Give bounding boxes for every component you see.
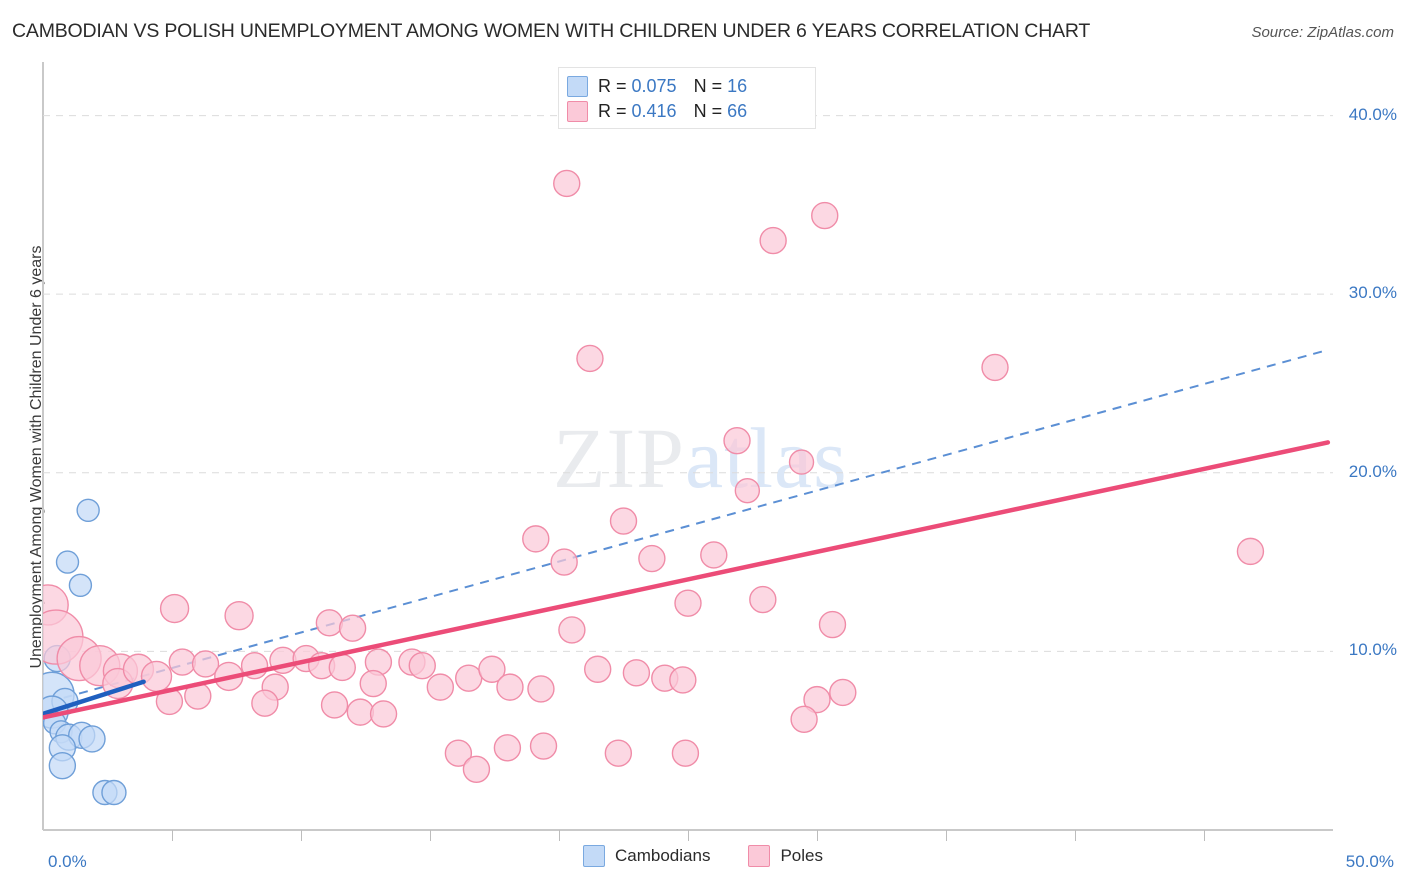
data-point-poles[interactable] [369, 700, 398, 728]
data-point-cambodians[interactable] [48, 752, 77, 780]
data-point-poles[interactable] [550, 548, 578, 576]
data-point-poles[interactable] [553, 169, 581, 198]
data-point-poles[interactable] [159, 593, 190, 624]
x-axis-tick [559, 830, 560, 841]
data-point-poles[interactable] [788, 449, 815, 475]
data-point-poles[interactable] [790, 705, 818, 733]
data-point-cambodians[interactable] [101, 779, 127, 806]
legend-swatch-cambodians [567, 75, 588, 97]
trendline-poles [43, 440, 1331, 720]
data-point-poles[interactable] [671, 739, 700, 767]
plot-area [43, 62, 1333, 830]
x-axis-tick [172, 830, 173, 841]
data-point-poles[interactable] [669, 666, 697, 694]
data-point-poles[interactable] [338, 614, 367, 642]
x-axis-tick [1075, 830, 1076, 841]
data-point-poles[interactable] [558, 616, 586, 644]
trendline-cambodians [43, 679, 146, 717]
r-label-poles: R = [598, 100, 627, 121]
data-point-poles[interactable] [168, 648, 197, 676]
data-point-poles[interactable] [359, 669, 387, 698]
data-point-poles[interactable] [320, 691, 349, 719]
legend-row-cambodians: R = 0.075 N = 16 [567, 73, 747, 99]
y-tick-label: 20.0% [1348, 461, 1397, 481]
x-axis-tick [301, 830, 302, 841]
r-value-cambodians: 0.075 [631, 75, 677, 96]
data-point-poles[interactable] [700, 541, 728, 569]
data-point-poles[interactable] [674, 589, 702, 617]
data-point-poles[interactable] [811, 201, 839, 230]
legend-swatch-poles [567, 100, 588, 122]
data-point-poles[interactable] [408, 651, 436, 680]
x-axis-tick [688, 830, 689, 841]
x-axis-tick [946, 830, 947, 841]
y-tick-label: 30.0% [1348, 283, 1397, 303]
data-point-poles[interactable] [734, 477, 761, 504]
data-point-poles[interactable] [455, 664, 483, 692]
data-point-poles[interactable] [426, 673, 455, 701]
data-point-poles[interactable] [328, 653, 356, 682]
data-point-poles[interactable] [493, 734, 522, 762]
data-point-poles[interactable] [803, 685, 831, 714]
x-tick-label-min: 0.0% [48, 852, 87, 871]
data-point-poles[interactable] [576, 344, 604, 373]
x-axis-tick [1204, 830, 1205, 841]
legend-color-poles [748, 845, 771, 867]
data-point-poles[interactable] [981, 353, 1009, 382]
data-point-poles[interactable] [478, 655, 506, 683]
source-attribution: Source: ZipAtlas.com [1251, 24, 1394, 41]
data-point-poles[interactable] [638, 544, 666, 573]
data-point-cambodians[interactable] [76, 498, 100, 522]
series-legend: Cambodians Poles [0, 845, 1406, 867]
data-point-poles[interactable] [522, 525, 550, 553]
data-point-cambodians[interactable] [78, 725, 106, 753]
data-point-poles[interactable] [622, 659, 651, 687]
x-tick-label-max: 50.0% [1345, 852, 1394, 871]
page-title: CAMBODIAN VS POLISH UNEMPLOYMENT AMONG W… [12, 20, 1091, 42]
data-point-poles[interactable] [723, 426, 751, 455]
data-point-cambodians[interactable] [68, 573, 93, 598]
data-point-poles[interactable] [604, 739, 633, 767]
n-label-cambodians: N = [693, 75, 723, 96]
legend-label-cambodians: Cambodians [615, 846, 711, 865]
data-point-poles[interactable] [749, 585, 777, 614]
data-point-cambodians[interactable] [55, 550, 80, 574]
data-point-poles[interactable] [584, 655, 612, 683]
data-point-poles[interactable] [191, 650, 220, 678]
correlation-legend: R = 0.075 N = 16 R = 0.416 N = 66 [558, 67, 816, 129]
data-point-poles[interactable] [496, 673, 524, 701]
legend-item-poles[interactable]: Poles [748, 845, 823, 867]
data-point-poles[interactable] [346, 698, 375, 726]
legend-color-cambodians [583, 845, 605, 867]
data-point-poles[interactable] [818, 610, 847, 639]
data-point-poles[interactable] [609, 507, 638, 535]
y-tick-label: 40.0% [1348, 104, 1397, 124]
y-tick-label: 10.0% [1348, 640, 1397, 660]
data-point-poles[interactable] [315, 609, 344, 637]
data-point-poles[interactable] [529, 732, 558, 760]
data-point-poles[interactable] [829, 678, 857, 707]
data-point-poles[interactable] [140, 660, 173, 693]
y-axis-line [42, 62, 44, 830]
n-value-cambodians: 16 [727, 75, 748, 96]
n-label-poles: N = [693, 100, 723, 121]
data-point-poles[interactable] [759, 226, 787, 255]
legend-label-poles: Poles [780, 846, 823, 865]
r-label-cambodians: R = [598, 75, 627, 96]
data-point-poles[interactable] [444, 739, 473, 767]
x-axis-tick [430, 830, 431, 841]
data-point-poles[interactable] [1236, 537, 1265, 566]
n-value-poles: 66 [727, 100, 748, 121]
data-point-poles[interactable] [527, 675, 555, 703]
legend-item-cambodians[interactable]: Cambodians [583, 845, 710, 867]
trendline-dashed-cambodians [63, 350, 1323, 699]
data-point-poles[interactable] [251, 689, 279, 717]
data-point-poles[interactable] [224, 600, 254, 631]
data-point-poles[interactable] [462, 755, 491, 783]
x-axis-tick [817, 830, 818, 841]
scatter-svg [43, 115, 1333, 806]
legend-row-poles: R = 0.416 N = 66 [567, 98, 747, 124]
r-value-poles: 0.416 [631, 100, 677, 121]
